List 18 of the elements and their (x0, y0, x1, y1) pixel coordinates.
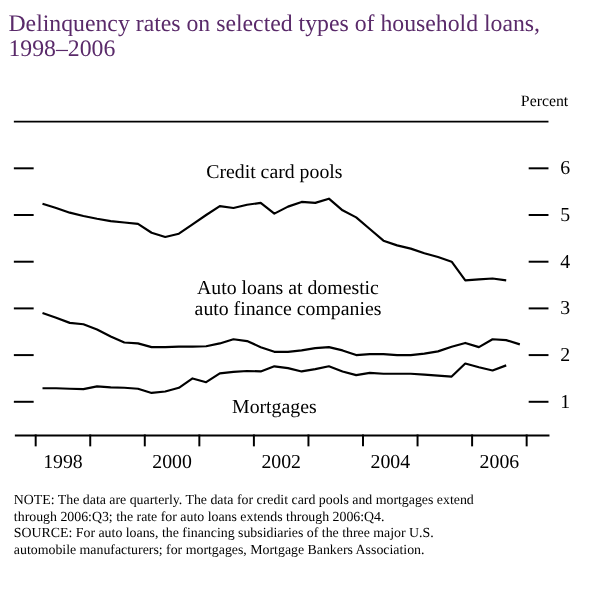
x-tick-label: 1998 (43, 452, 83, 475)
series-label: Auto loans at domestic auto finance companies (194, 277, 382, 322)
series-label: Mortgages (232, 396, 317, 419)
y-tick-label: 5 (560, 204, 571, 227)
x-tick-label: 2006 (479, 452, 520, 475)
x-tick-label: 2004 (370, 452, 411, 475)
y-tick-label: 6 (560, 158, 571, 181)
y-tick-label: 2 (560, 345, 571, 368)
line-series (41, 362, 508, 395)
series-label: Credit card pools (206, 162, 343, 185)
y-tick-label: 4 (560, 251, 571, 274)
y-tick-label: 3 (560, 298, 571, 321)
y-tick-label: 1 (560, 391, 571, 414)
y-axis-title: Percent (520, 91, 570, 110)
x-tick-label: 2000 (152, 452, 192, 475)
chart-title: Delinquency rates on selected types of household loans, 1998–2006 (8, 8, 541, 63)
x-tick-label: 2002 (261, 452, 302, 475)
line-series (41, 197, 508, 282)
